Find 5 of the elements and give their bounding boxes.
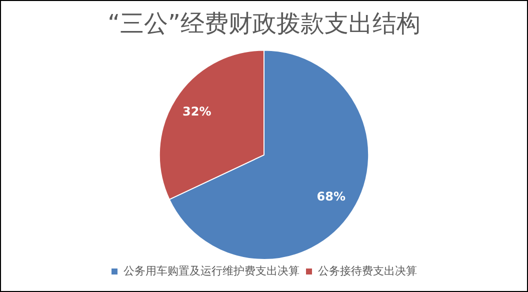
legend-label: 公务用车购置及运行维护费支出决算 — [124, 264, 300, 278]
chart-title: “三公”经费财政拨款支出结构 — [108, 10, 420, 38]
data-label: 68% — [316, 190, 346, 204]
data-label: 32% — [182, 104, 212, 118]
legend-label: 公务接待费支出决算 — [318, 264, 417, 278]
